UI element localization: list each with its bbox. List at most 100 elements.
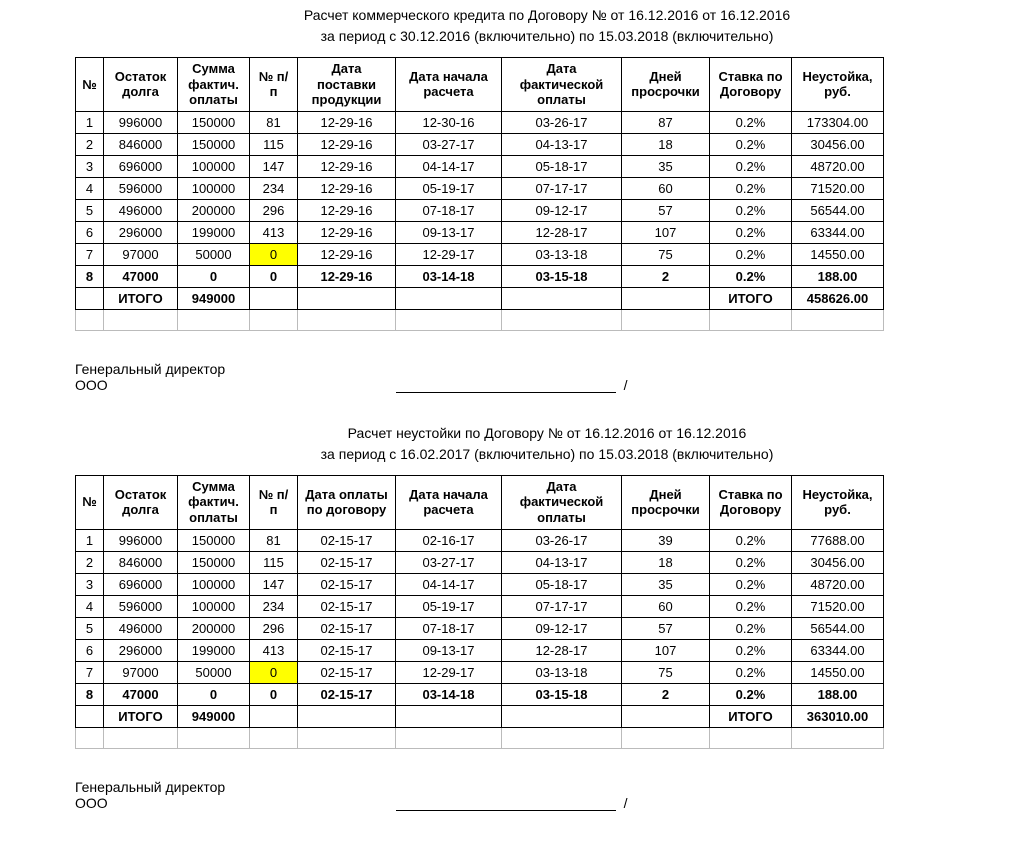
cell: 12-29-17 [396,243,502,265]
cell: 12-28-17 [502,221,622,243]
table-row: 629600019900041302-15-1709-13-1712-28-17… [76,639,884,661]
sign-role-1: Генеральный директор [75,361,1019,377]
sign-slash-2: / [624,795,628,811]
cell: 02-15-17 [298,595,396,617]
cell: 50000 [178,661,250,683]
cell: 57 [622,617,710,639]
cell-empty [502,705,622,727]
cell-empty [76,705,104,727]
cell: 696000 [104,573,178,595]
hdr2-days: Дней просрочки [622,475,710,529]
itogo-sum: 949000 [178,705,250,727]
cell: 596000 [104,595,178,617]
cell: 09-12-17 [502,617,622,639]
cell: 2 [622,265,710,287]
cell: 0.2% [710,111,792,133]
sign-slash-1: / [624,377,628,393]
cell-empty [622,287,710,309]
cell: 03-14-18 [396,683,502,705]
cell: 05-18-17 [502,155,622,177]
cell: 296 [250,617,298,639]
cell: 09-13-17 [396,639,502,661]
cell: 188.00 [792,683,884,705]
hdr-ostatok: Остаток долга [104,58,178,112]
cell-empty [178,309,250,330]
signature-block-2: Генеральный директор ООО / [75,779,1019,811]
cell: 2 [76,551,104,573]
hdr2-rate: Ставка по Договору [710,475,792,529]
cell: 03-26-17 [502,529,622,551]
cell: 60 [622,595,710,617]
cell: 0.2% [710,133,792,155]
cell-empty [622,705,710,727]
cell: 81 [250,111,298,133]
cell-empty [298,287,396,309]
cell: 63344.00 [792,221,884,243]
empty-row [76,309,884,330]
title2-line2: за период с 16.02.2017 (включительно) по… [75,444,1019,465]
hdr-days: Дней просрочки [622,58,710,112]
cell: 4 [76,595,104,617]
cell: 846000 [104,133,178,155]
signature-block-1: Генеральный директор ООО / [75,361,1019,393]
cell: 07-18-17 [396,617,502,639]
cell: 996000 [104,529,178,551]
cell: 0 [250,683,298,705]
hdr-penalty: Неустойка, руб. [792,58,884,112]
cell-empty [622,309,710,330]
cell: 39 [622,529,710,551]
cell: 0 [250,661,298,683]
cell-empty [502,287,622,309]
cell: 296 [250,199,298,221]
cell: 996000 [104,111,178,133]
cell-empty [396,727,502,748]
hdr-npp: № п/п [250,58,298,112]
cell: 2 [76,133,104,155]
cell: 03-13-18 [502,661,622,683]
table-row: 79700050000002-15-1712-29-1703-13-18750.… [76,661,884,683]
hdr2-npp: № п/п [250,475,298,529]
cell-empty [396,309,502,330]
cell: 0.2% [710,221,792,243]
sign-company-2: ООО / [75,795,1019,811]
cell: 05-18-17 [502,573,622,595]
cell-empty [178,727,250,748]
cell: 173304.00 [792,111,884,133]
table-row: 369600010000014702-15-1704-14-1705-18-17… [76,573,884,595]
sign-ooo-2: ООО [75,795,108,811]
cell: 12-29-16 [298,111,396,133]
cell: 107 [622,639,710,661]
cell: 05-19-17 [396,177,502,199]
section-2: Расчет неустойки по Договору № от 16.12.… [5,423,1019,811]
cell: 09-13-17 [396,221,502,243]
itogo-row: ИТОГО949000ИТОГО363010.00 [76,705,884,727]
cell: 71520.00 [792,595,884,617]
cell: 100000 [178,595,250,617]
section-1: Расчет коммерческого кредита по Договору… [5,5,1019,393]
cell: 12-29-16 [298,177,396,199]
table-bold-row: 8470000012-29-1603-14-1803-15-1820.2%188… [76,265,884,287]
cell: 60 [622,177,710,199]
cell: 0.2% [710,177,792,199]
cell: 1 [76,529,104,551]
cell: 496000 [104,199,178,221]
cell: 0.2% [710,243,792,265]
cell: 234 [250,177,298,199]
hdr-date-nach: Дата начала расчета [396,58,502,112]
cell: 03-27-17 [396,551,502,573]
table-row: 369600010000014712-29-1604-14-1705-18-17… [76,155,884,177]
hdr-date-fact: Дата фактической оплаты [502,58,622,112]
cell-empty [792,727,884,748]
cell: 200000 [178,199,250,221]
cell: 03-13-18 [502,243,622,265]
cell: 0.2% [710,265,792,287]
cell-empty [502,309,622,330]
cell: 6 [76,639,104,661]
cell: 48720.00 [792,573,884,595]
cell: 04-13-17 [502,133,622,155]
hdr2-summa: Сумма фактич. оплаты [178,475,250,529]
itogo-penalty: 458626.00 [792,287,884,309]
itogo-penalty: 363010.00 [792,705,884,727]
sign-company-1: ООО / [75,377,1019,393]
cell-empty [396,705,502,727]
